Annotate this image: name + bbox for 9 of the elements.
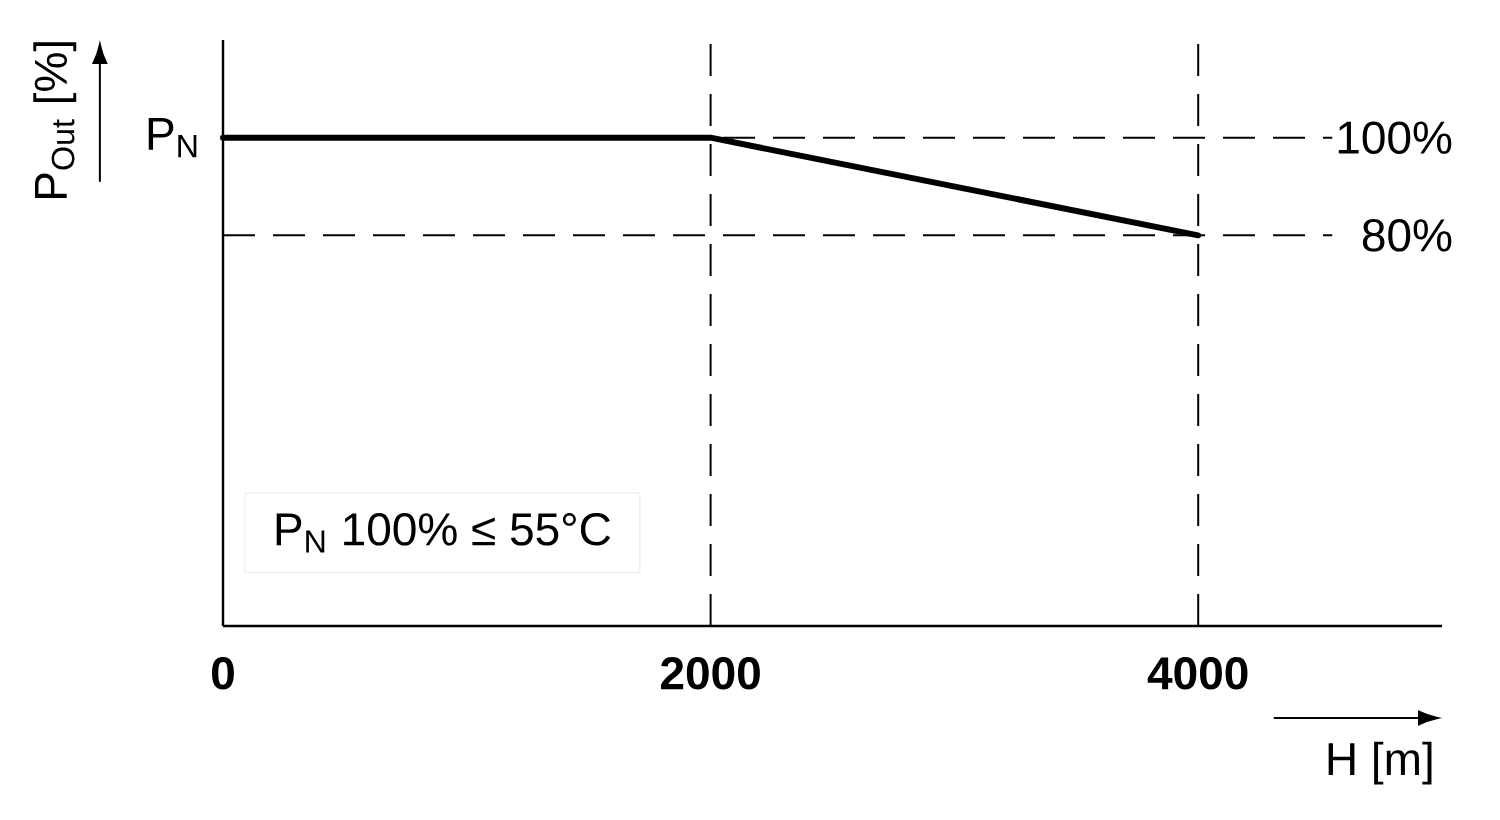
x-axis-title: H [m] [1328,741,1432,785]
text: P$_{N}$ [148,118,197,158]
y-axis-title: P$_{Out}$ [%] [33,42,77,198]
y2-tick-label: 80% [1362,219,1452,252]
annotation: P$_{N}$ 100% ≤ 55°C [276,513,611,553]
x-tick-label: 4000 [1147,657,1248,690]
y2-tick-label: 100% [1338,121,1452,154]
x-tick-label: 2000 [661,657,760,690]
x-tick-label: 0 [212,657,234,690]
